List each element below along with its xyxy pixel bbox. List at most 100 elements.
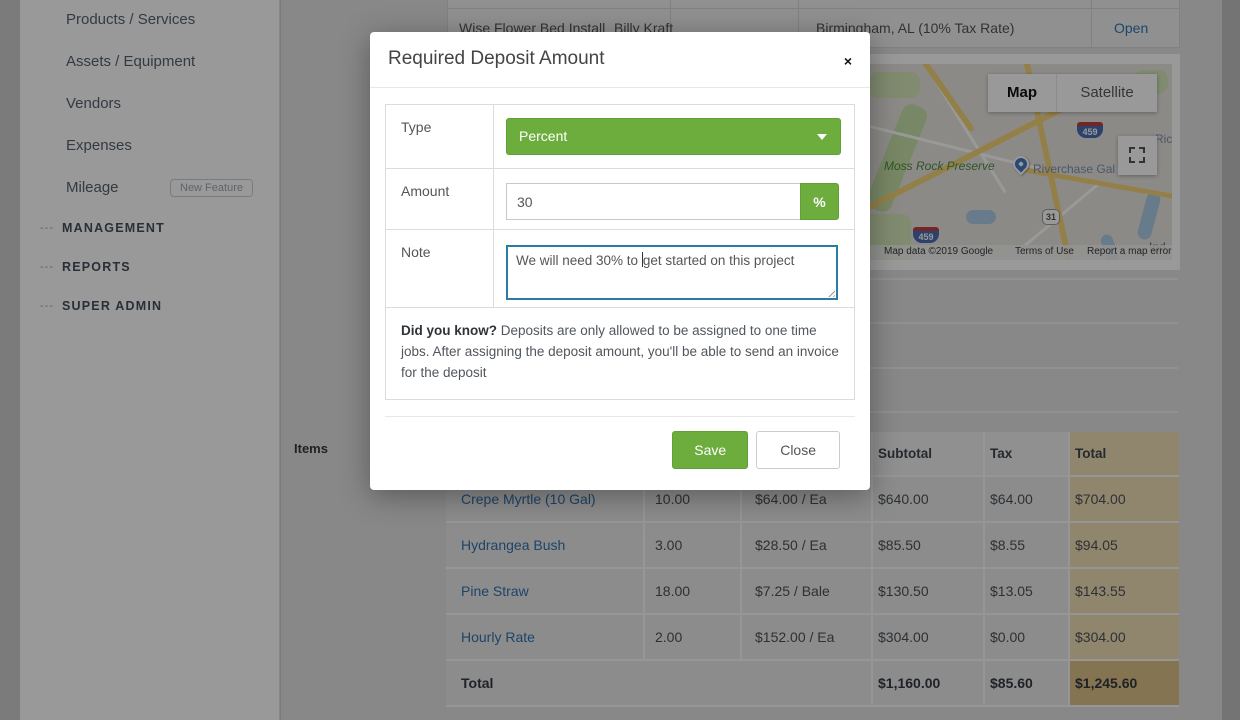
table-row: Hydrangea Bush 3.00 $28.50 / Ea $85.50 $… (446, 523, 1179, 569)
sidebar-item-mileage[interactable]: Mileage (66, 179, 119, 196)
col-header-tax: Tax (990, 446, 1013, 461)
sidebar-item-products-services[interactable]: Products / Services (66, 11, 196, 28)
modal-footer: Save Close (385, 416, 855, 483)
section-label: REPORTS (62, 260, 131, 274)
job-open-link[interactable]: Open (1114, 20, 1149, 36)
report-map-error-link[interactable]: Report a map error (1087, 246, 1172, 257)
amount-input[interactable] (506, 183, 800, 220)
detail-row-divider (870, 322, 1178, 324)
item-rate-cell: $28.50 / Ea (755, 537, 827, 553)
item-name-link[interactable]: Pine Straw (461, 583, 529, 599)
section-dash-icon: --- (40, 300, 54, 312)
table-divider (448, 8, 1179, 9)
total-column-highlight (1068, 523, 1179, 567)
item-subtotal-cell: $640.00 (878, 491, 929, 507)
item-total-cell: $94.05 (1075, 537, 1118, 553)
deposit-type-select[interactable]: Percent (506, 118, 841, 155)
map-data-credit: Map data ©2019 Google (884, 246, 994, 257)
note-text-before-caret: We will need 30% to (516, 253, 642, 268)
sidebar-section-management[interactable]: --- MANAGEMENT (40, 219, 165, 237)
item-name-link[interactable]: Hourly Rate (461, 629, 535, 645)
map-canvas[interactable]: Moss Rock Preserve 459 459 31 Riverchase… (866, 64, 1172, 260)
interstate-459-shield-icon: 459 (913, 227, 939, 243)
table-row: Hourly Rate 2.00 $152.00 / Ea $304.00 $0… (446, 615, 1179, 661)
table-row: Pine Straw 18.00 $7.25 / Bale $130.50 $1… (446, 569, 1179, 615)
table-divider (670, 0, 671, 48)
map-panel: Moss Rock Preserve 459 459 31 Riverchase… (858, 54, 1180, 270)
map-view-button[interactable]: Map (988, 74, 1057, 112)
note-textarea[interactable]: We will need 30% to get started on this … (506, 245, 838, 300)
modal-header: Required Deposit Amount × (370, 32, 870, 88)
total-column-highlight (1068, 569, 1179, 613)
interstate-459-shield-icon: 459 (1077, 122, 1103, 138)
modal-title: Required Deposit Amount (388, 48, 605, 69)
section-dash-icon: --- (40, 261, 54, 273)
item-rate-cell: $64.00 / Ea (755, 491, 827, 507)
item-qty-cell: 10.00 (655, 491, 691, 507)
item-total-cell: $143.55 (1075, 583, 1126, 599)
map-water (966, 210, 996, 224)
type-row: Type Percent (386, 105, 854, 169)
chevron-down-icon (817, 134, 827, 140)
save-button[interactable]: Save (672, 431, 749, 469)
items-section-label: Items (294, 441, 328, 456)
terms-of-use-link[interactable]: Terms of Use (1015, 246, 1074, 257)
map-park-area (868, 72, 920, 98)
items-total-row: Total $1,160.00 $85.60 $1,245.60 (446, 661, 1179, 707)
item-subtotal-cell: $130.50 (878, 583, 929, 599)
item-subtotal-cell: $304.00 (878, 629, 929, 645)
textarea-resize-handle[interactable] (826, 288, 835, 297)
col-header-total: Total (1075, 446, 1107, 461)
item-tax-cell: $8.55 (990, 537, 1026, 553)
percent-addon: % (800, 183, 839, 220)
total-subtotal-cell: $1,160.00 (878, 675, 941, 691)
type-label: Type (386, 105, 494, 168)
map-poi-label: Riverchase Gal (1033, 162, 1116, 176)
section-dash-icon: --- (40, 222, 54, 234)
close-icon[interactable]: × (843, 53, 852, 69)
amount-label: Amount (386, 169, 494, 229)
note-label: Note (386, 230, 494, 307)
item-qty-cell: 3.00 (655, 537, 683, 553)
sidebar-item-vendors[interactable]: Vendors (66, 95, 122, 112)
item-subtotal-cell: $85.50 (878, 537, 921, 553)
sidebar-item-assets-equipment[interactable]: Assets / Equipment (66, 53, 196, 70)
route-31-shield-icon: 31 (1042, 209, 1060, 225)
grand-total-highlight (1068, 661, 1179, 705)
satellite-view-button[interactable]: Satellite (1080, 84, 1134, 101)
deposit-form: Type Percent Amount % (385, 104, 855, 400)
close-button[interactable]: Close (756, 431, 840, 469)
item-name-link[interactable]: Crepe Myrtle (10 Gal) (461, 491, 596, 507)
item-rate-cell: $7.25 / Bale (755, 583, 830, 599)
sidebar-section-reports[interactable]: --- REPORTS (40, 258, 131, 276)
sidebar-item-expenses[interactable]: Expenses (66, 137, 132, 154)
selected-type-value: Percent (519, 128, 568, 144)
text-cursor (641, 252, 643, 267)
sidebar-section-super-admin[interactable]: --- SUPER ADMIN (40, 297, 162, 315)
modal-body: Type Percent Amount % (370, 88, 870, 483)
note-row: Note We will need 30% to get started on … (386, 230, 854, 308)
section-label: SUPER ADMIN (62, 299, 163, 313)
amount-row: Amount % (386, 169, 854, 230)
fullscreen-button[interactable] (1118, 136, 1157, 175)
item-total-cell: $704.00 (1075, 491, 1126, 507)
total-column-highlight (1068, 477, 1179, 521)
map-park-label: Moss Rock Preserve (884, 159, 995, 173)
item-tax-cell: $64.00 (990, 491, 1033, 507)
map-edge-label: Ric (1155, 132, 1172, 146)
item-qty-cell: 2.00 (655, 629, 683, 645)
detail-row-divider (870, 367, 1178, 369)
item-name-link[interactable]: Hydrangea Bush (461, 537, 566, 553)
detail-row-divider (870, 411, 1178, 413)
detail-row-divider (870, 278, 1178, 280)
map-attribution: Map data ©2019 Google Terms of Use Repor… (866, 245, 1172, 260)
info-text: Deposits are only allowed to be assigned… (401, 323, 839, 380)
item-rate-cell: $152.00 / Ea (755, 629, 835, 645)
deposit-info-note: Did you know? Deposits are only allowed … (386, 308, 854, 399)
new-feature-badge: New Feature (170, 179, 253, 197)
item-tax-cell: $0.00 (990, 629, 1026, 645)
page-right-gutter (1222, 0, 1240, 720)
item-qty-cell: 18.00 (655, 583, 691, 599)
table-divider (798, 0, 799, 48)
